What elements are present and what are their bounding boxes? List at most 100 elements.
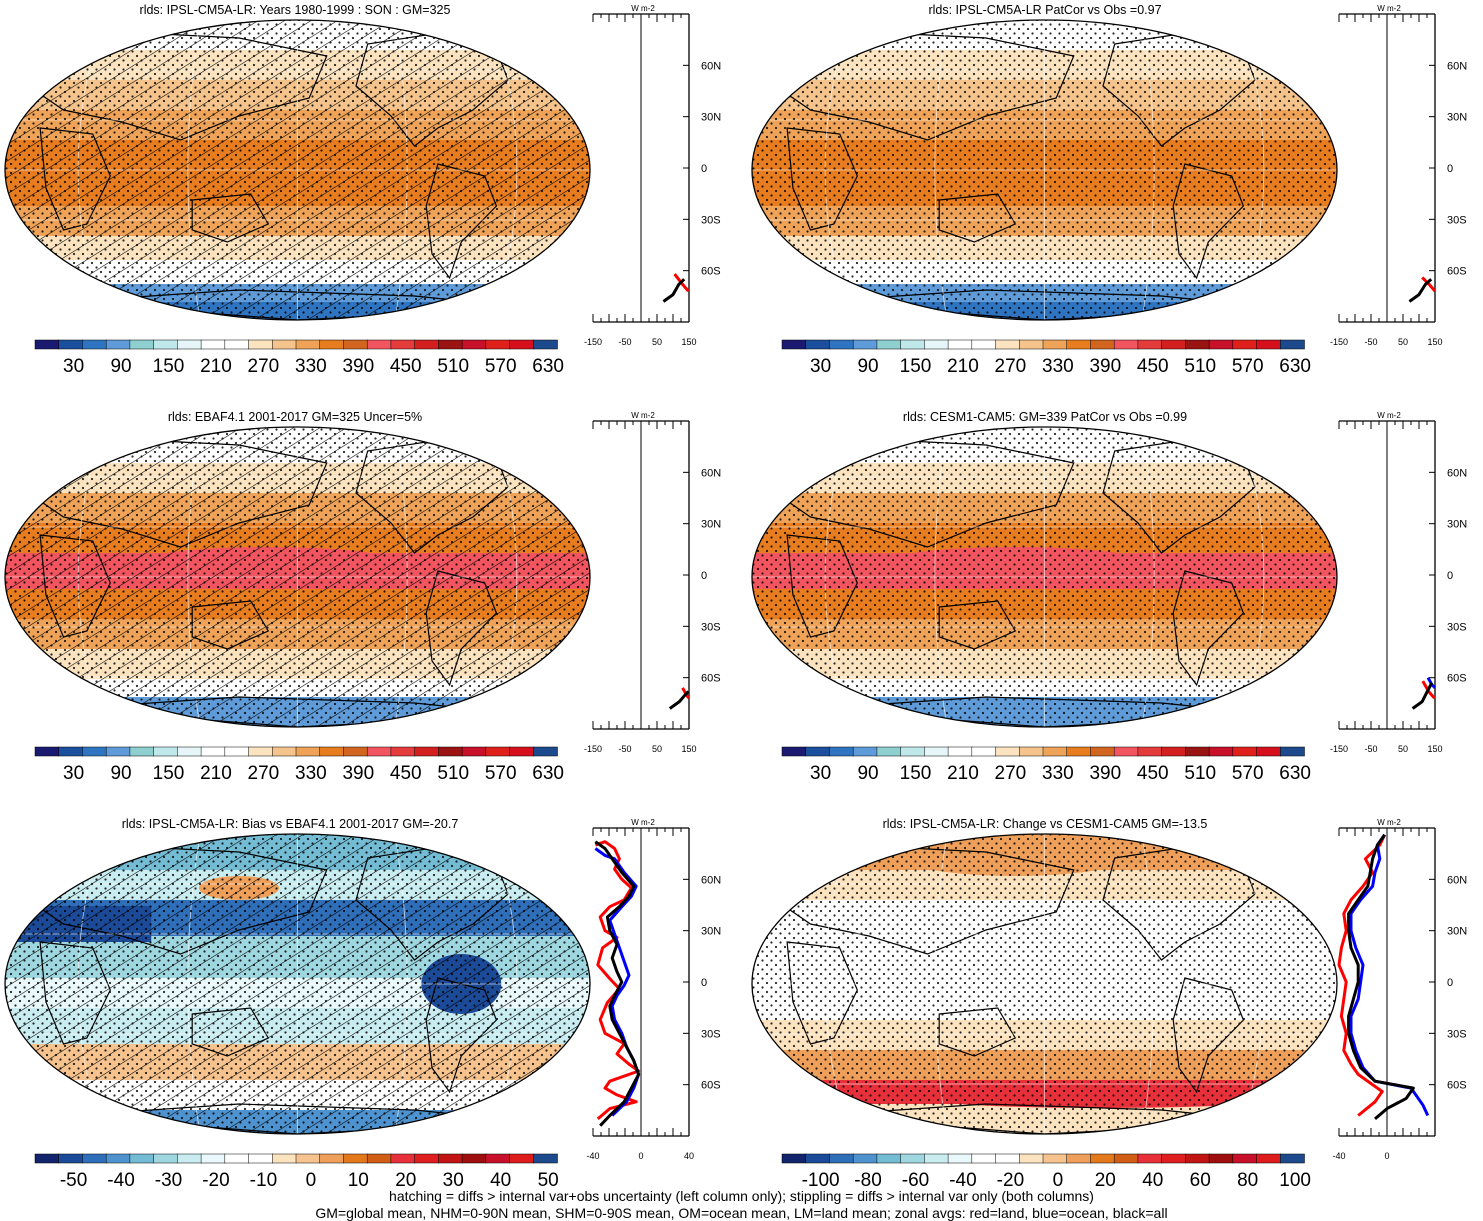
colorbar-swatch [1113, 1153, 1139, 1164]
colorbar-label: -100 [802, 1170, 840, 1191]
colorbar-swatch [1232, 1153, 1258, 1164]
zonal-y-tick-label: 0 [1447, 163, 1453, 175]
colorbar-swatch [390, 746, 416, 757]
panel-title: rlds: IPSL-CM5A-LR PatCor vs Obs =0.97 [928, 3, 1162, 17]
map-frame [751, 833, 1338, 1135]
colorbar-swatch [82, 1153, 107, 1164]
colorbar-label: 150 [900, 356, 932, 377]
colorbar-label: 10 [348, 1170, 369, 1191]
colorbar-swatch [971, 746, 997, 757]
colorbar-swatch [366, 1153, 392, 1164]
colorbar-label: 570 [485, 356, 517, 377]
colorbar-label: 450 [390, 763, 422, 784]
panel-title: rlds: IPSL-CM5A-LR: Bias vs EBAF4.1 2001… [121, 817, 459, 831]
colorbar-label: 270 [248, 356, 280, 377]
zonal-units-label: W m-2 [1377, 411, 1401, 420]
colorbar-swatch [1113, 339, 1139, 350]
colorbar-swatch [1208, 746, 1234, 757]
colorbar-swatch [1066, 1153, 1092, 1164]
hatching [5, 427, 590, 727]
zonal-units-label: W m-2 [1377, 4, 1401, 13]
zonal-x-tick-label: 150 [681, 337, 696, 347]
zonal-y-tick-label: 30N [1447, 519, 1467, 531]
panel-title: rlds: IPSL-CM5A-LR: Change vs CESM1-CAM5… [882, 817, 1208, 831]
colorbar-label: 390 [1089, 763, 1121, 784]
colorbar-swatch [129, 1153, 155, 1164]
colorbar-swatch [781, 1153, 807, 1164]
colorbar-swatch [781, 339, 807, 350]
colorbar-swatch [1042, 339, 1068, 350]
colorbar-label: 450 [390, 356, 422, 377]
map-frame [751, 426, 1338, 728]
colorbar-swatch [129, 339, 155, 350]
colorbar-label: -40 [949, 1170, 976, 1191]
zonal-y-tick-label: 0 [701, 570, 707, 582]
colorbar-swatch [272, 1153, 297, 1164]
colorbar-swatch [366, 339, 392, 350]
colorbar-swatch [129, 746, 155, 757]
colorbar-label: -50 [60, 1170, 87, 1191]
colorbar-swatch [1185, 339, 1210, 350]
colorbar-label: 270 [995, 763, 1027, 784]
colorbar-label: 330 [1042, 763, 1074, 784]
colorbar-swatch [461, 1153, 487, 1164]
colorbar-swatch [781, 746, 807, 757]
colorbar-swatch [438, 746, 463, 757]
colorbar-label: -30 [155, 1170, 182, 1191]
colorbar-swatch [105, 746, 131, 757]
colorbar-swatch [1113, 746, 1139, 757]
colorbar-swatch [295, 339, 321, 350]
zonal-y-tick-label: 30N [701, 926, 721, 938]
colorbar-label: 270 [248, 763, 280, 784]
zonal-y-tick-label: 0 [1447, 570, 1453, 582]
colorbar-swatch [461, 746, 487, 757]
zonal-y-tick-label: 30N [1447, 926, 1467, 938]
colorbar-swatch [1137, 746, 1163, 757]
colorbar-swatch [390, 1153, 416, 1164]
map-frame [4, 426, 591, 728]
zonal-series-all [1408, 278, 1433, 303]
footer-line-2: GM=global mean, NHM=0-90N mean, SHM=0-90… [315, 1205, 1168, 1221]
colorbar-label: -40 [107, 1170, 134, 1191]
colorbar-swatch [829, 746, 854, 757]
colorbar-label: 100 [1279, 1170, 1311, 1191]
zonal-y-tick-label: 0 [701, 977, 707, 989]
zonal-y-tick-label: 60S [701, 1080, 721, 1092]
zonal-series-all [1347, 833, 1415, 1121]
colorbar-label: -80 [854, 1170, 881, 1191]
zonal-y-tick-label: 30S [1447, 214, 1467, 226]
map-frame [751, 19, 1338, 321]
colorbar-swatch [414, 339, 440, 350]
colorbar-swatch [1256, 339, 1282, 350]
colorbar-label: 210 [200, 763, 232, 784]
colorbar-label: 390 [1089, 356, 1121, 377]
colorbar-swatch [272, 746, 297, 757]
colorbar-swatch [177, 339, 202, 350]
colorbar-swatch [876, 339, 902, 350]
colorbar-label: 0 [1053, 1170, 1064, 1191]
colorbar-swatch [900, 339, 926, 350]
colorbar-label: -20 [202, 1170, 229, 1191]
colorbar-swatch [224, 339, 250, 350]
colorbar-swatch [295, 746, 321, 757]
zonal-series-land [1421, 276, 1437, 293]
colorbar-swatch [533, 1153, 558, 1164]
colorbar-swatch [1280, 339, 1305, 350]
panel-title: rlds: IPSL-CM5A-LR: Years 1980-1999 : SO… [139, 3, 451, 17]
colorbar-swatch [248, 339, 274, 350]
colorbar-label: 210 [947, 356, 979, 377]
colorbar-swatch [82, 746, 107, 757]
colorbar-swatch [414, 746, 440, 757]
colorbar-swatch [319, 1153, 345, 1164]
colorbar-label: 90 [110, 356, 131, 377]
colorbar-swatch [177, 746, 202, 757]
zonal-y-tick-label: 30S [701, 1028, 721, 1040]
zonal-series-all [668, 690, 690, 710]
colorbar-swatch [58, 746, 84, 757]
colorbar-swatch [1042, 746, 1068, 757]
colorbar-label: 330 [295, 763, 327, 784]
zonal-series-land [594, 840, 641, 1121]
colorbar-swatch [1280, 746, 1305, 757]
colorbar-label: 510 [1184, 356, 1216, 377]
colorbar-swatch [876, 746, 902, 757]
